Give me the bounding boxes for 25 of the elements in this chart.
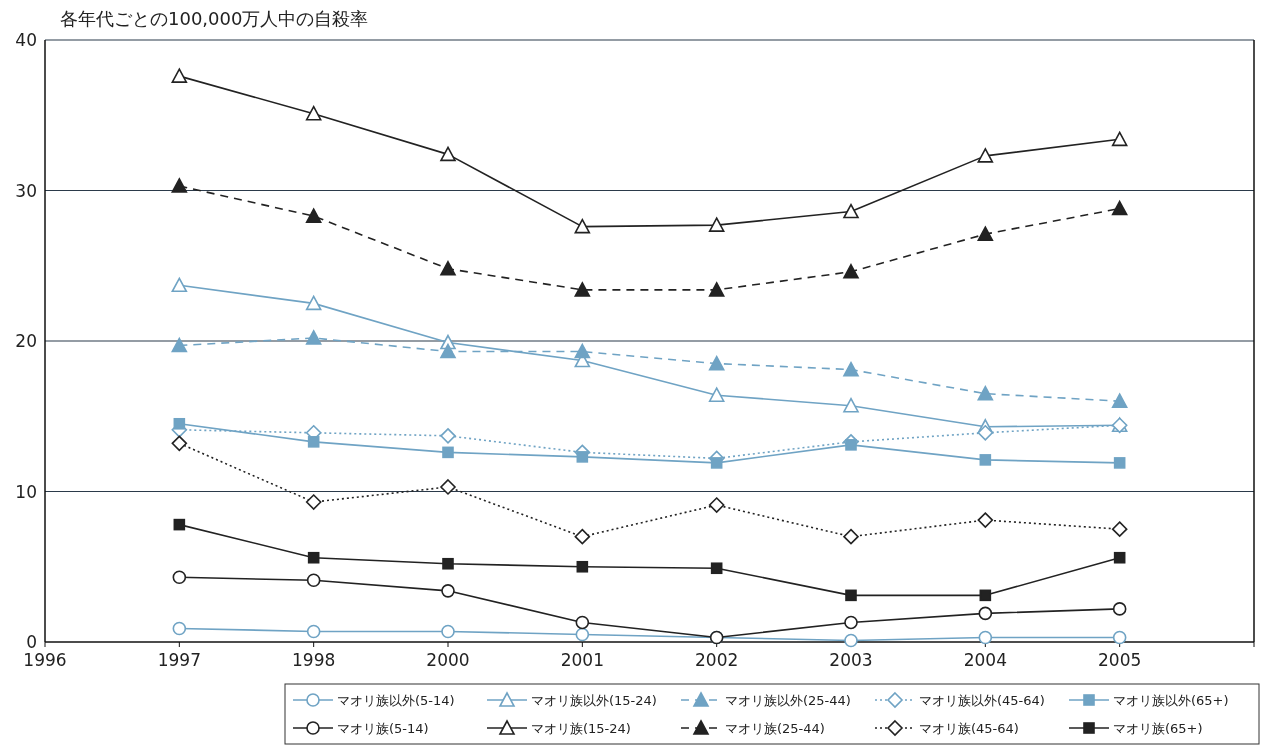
legend-label: マオリ族(5-14) — [337, 721, 429, 736]
x-tick-label: 2005 — [1098, 650, 1142, 670]
legend-label: マオリ族(15-24) — [531, 721, 631, 736]
y-tick-label: 0 — [26, 632, 37, 652]
x-tick-label: 1997 — [157, 650, 201, 670]
legend-label: マオリ族(45-64) — [919, 721, 1019, 736]
legend-label: マオリ族以外(65+) — [1113, 693, 1229, 708]
x-tick-label: 2002 — [695, 650, 739, 670]
legend-label: マオリ族以外(25-44) — [725, 693, 851, 708]
y-tick-label: 20 — [15, 331, 37, 351]
y-tick-label: 10 — [15, 481, 37, 502]
x-tick-label: 1996 — [23, 650, 67, 670]
x-tick-label: 2003 — [829, 650, 873, 670]
y-tick-label: 40 — [15, 30, 37, 50]
x-tick-label: 1998 — [292, 650, 336, 670]
x-tick-label: 2001 — [560, 650, 604, 670]
legend-label: マオリ族(65+) — [1113, 721, 1203, 736]
legend-label: マオリ族以外(5-14) — [337, 693, 455, 708]
legend-label: マオリ族(25-44) — [725, 721, 825, 736]
x-tick-label: 2004 — [963, 650, 1007, 670]
y-tick-label: 30 — [15, 180, 37, 201]
chart-title: 各年代ごとの100,000万人中の自殺率 — [60, 8, 369, 29]
legend-label: マオリ族以外(45-64) — [919, 693, 1045, 708]
x-tick-label: 2000 — [426, 650, 470, 670]
legend-label: マオリ族以外(15-24) — [531, 693, 657, 708]
